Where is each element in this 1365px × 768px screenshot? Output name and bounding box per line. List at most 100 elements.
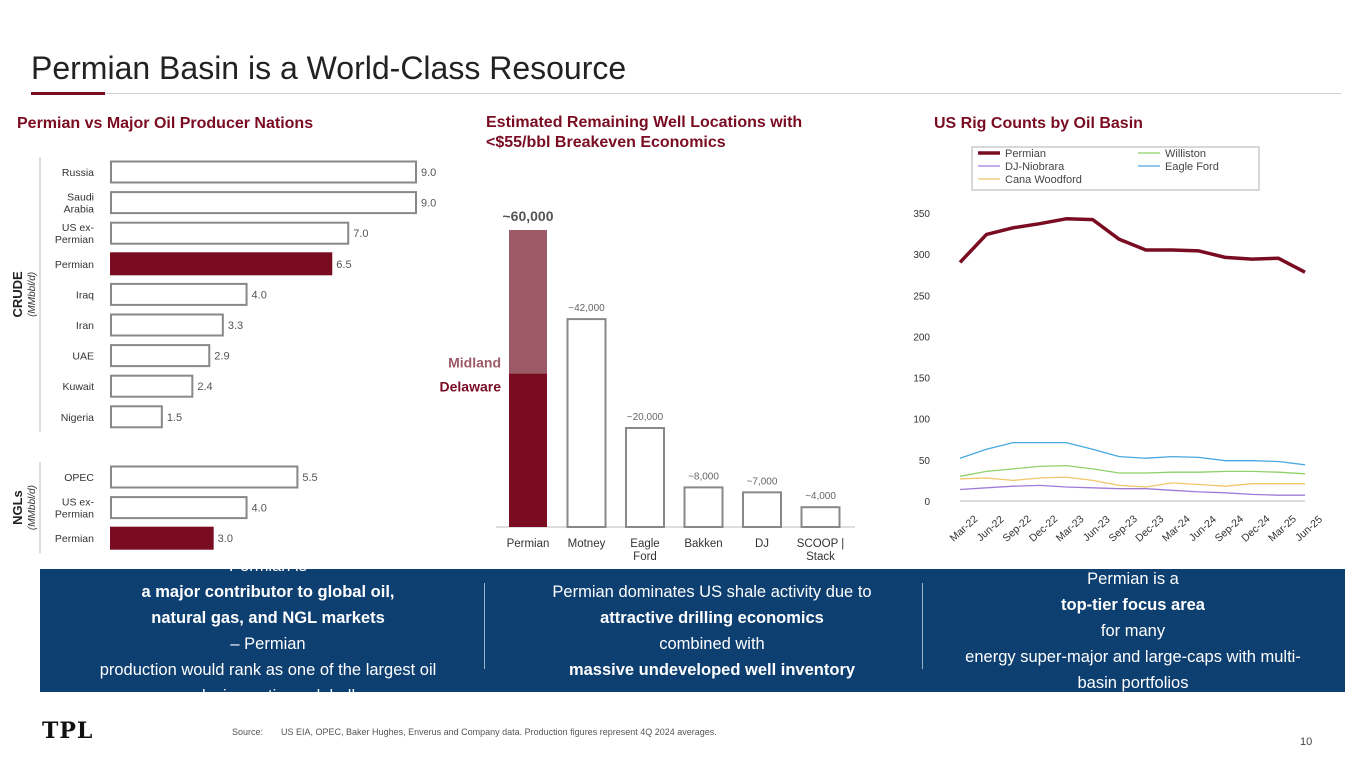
banner-1-text-3: production would rank as one of the larg…	[99, 660, 437, 679]
category-label: Motney	[568, 538, 606, 550]
bar-value-label: 2.9	[214, 351, 229, 363]
banner-divider	[484, 583, 485, 669]
series-line	[959, 441, 1306, 466]
bar-value-label: ~42,000	[568, 303, 605, 314]
banner-3-text-post: for many	[1100, 621, 1166, 640]
legend-box	[971, 146, 1260, 191]
y-tick-label: 200	[913, 332, 930, 343]
bar-value-label: 9.0	[421, 198, 436, 210]
x-tick-label: Jun-23	[1081, 513, 1113, 544]
bar	[110, 160, 417, 184]
banner-2-bold-2: massive undeveloped well inventory	[568, 660, 856, 679]
bar	[110, 191, 417, 215]
series-line	[959, 464, 1306, 477]
category-label: Russia	[62, 167, 94, 179]
rigs-chart: Permian Williston DJ-Niobrara Eagle Ford Can…	[913, 146, 1325, 545]
y-tick-label: 350	[913, 209, 930, 220]
category-label: Kuwait	[62, 381, 94, 393]
bar-value-label: 5.5	[302, 472, 317, 484]
category-label: Permian	[55, 509, 94, 521]
x-tick-label: Jun-22	[975, 513, 1007, 544]
page-title: Permian Basin is a World-Class Resource	[31, 50, 627, 86]
bar	[110, 313, 224, 337]
category-label: Bakken	[684, 538, 722, 550]
bar	[110, 465, 299, 489]
bar-value-label: 4.0	[252, 289, 267, 301]
legend-label: DJ-Niobrara	[1005, 161, 1065, 173]
bar	[110, 221, 350, 245]
group-unit-label: (MMbbl/d)	[27, 272, 38, 317]
bar	[742, 491, 782, 529]
group-unit-label: (MMbbl/d)	[27, 485, 38, 530]
y-tick-label: 100	[913, 415, 930, 426]
legend-label: Cana Woodford	[1005, 174, 1082, 186]
section-title-wells: Estimated Remaining Well Locations with …	[486, 113, 802, 153]
x-tick-label: Jun-25	[1293, 513, 1325, 544]
category-label: SCOOP |	[797, 538, 845, 550]
bar-value-label: 3.3	[228, 320, 243, 332]
category-label: Permian	[507, 538, 550, 550]
section-title-wells-line1: Estimated Remaining Well Locations with	[486, 114, 803, 131]
wells-chart: Delaware Midland ~60,000 Permian ~42,000 Motn…	[440, 208, 855, 563]
banner-2-text-2: combined with	[659, 634, 765, 653]
legend-label: Eagle Ford	[1165, 161, 1219, 173]
category-label: Iran	[76, 320, 94, 332]
source-text: US EIA, OPEC, Baker Hughes, Enverus and …	[281, 727, 717, 737]
source-label: Source:	[232, 727, 264, 737]
group-label: NGLs	[10, 490, 25, 525]
banner-column-1: Permian is a major contributor to global…	[58, 557, 478, 705]
category-label: US ex-	[62, 497, 95, 509]
banner-2-text: Permian dominates US shale activity due …	[552, 582, 872, 601]
x-tick-label: Sep-24	[1213, 513, 1246, 545]
banner-1-text-2: – Permian	[230, 634, 306, 653]
bar-value-label: 3.0	[218, 533, 233, 545]
x-tick-label: Mar-22	[948, 513, 981, 544]
bar	[683, 486, 724, 528]
segment-label: Midland	[448, 355, 501, 371]
x-tick-label: Dec-24	[1239, 513, 1272, 545]
bar-value-label: 6.5	[336, 259, 351, 271]
bar-value-label: 4.0	[252, 503, 267, 515]
bar	[110, 282, 248, 306]
y-tick-label: 0	[924, 497, 930, 508]
legend-label: Permian	[1005, 148, 1046, 160]
x-tick-label: Dec-22	[1027, 513, 1060, 545]
bar-value-label: ~7,000	[747, 476, 778, 487]
y-tick-label: 50	[919, 456, 931, 467]
bar	[110, 344, 211, 368]
title-rule	[105, 93, 1341, 94]
banner-1-text-4: producing nations globally	[172, 686, 364, 705]
section-title-rigs: US Rig Counts by Oil Basin	[934, 115, 1143, 132]
bar	[566, 318, 607, 528]
page-number: 10	[1300, 736, 1313, 748]
bar-value-label: 9.0	[421, 167, 436, 179]
category-label: UAE	[72, 351, 94, 363]
x-tick-label: Sep-23	[1107, 513, 1140, 545]
section-title-producers: Permian vs Major Oil Producer Nations	[17, 115, 314, 132]
summary-banner: Permian is a major contributor to global…	[40, 557, 1345, 705]
bar	[110, 252, 333, 276]
category-label: Ford	[633, 551, 657, 563]
x-tick-label: Mar-23	[1054, 513, 1087, 544]
category-label: Eagle	[630, 538, 659, 550]
series-line	[959, 476, 1305, 488]
x-tick-label: Mar-24	[1160, 513, 1193, 544]
legend-label: Williston	[1165, 148, 1206, 160]
bar-value-label: 7.0	[353, 228, 368, 240]
group-label: CRUDE	[10, 271, 25, 318]
bar-value-label: 2.4	[197, 381, 212, 393]
banner-2-bold: attractive drilling economics	[600, 608, 824, 627]
source-note: Source: US EIA, OPEC, Baker Hughes, Enver…	[232, 727, 717, 737]
category-label: Saudi	[67, 192, 94, 204]
y-tick-label: 250	[913, 291, 930, 302]
bar-value-label: ~8,000	[688, 471, 719, 482]
y-tick-label: 150	[913, 374, 930, 385]
banner-3-text-3: basin portfolios	[1077, 673, 1189, 692]
banner-1-bold: a major contributor to global oil,	[141, 582, 395, 601]
section-title-wells-line2: <$55/bbl Breakeven Economics	[486, 134, 726, 151]
banner-1-text: Permian is	[229, 556, 307, 575]
category-label: Permian	[55, 533, 94, 545]
bar-value-label: ~60,000	[503, 208, 554, 224]
category-label: Permian	[55, 259, 94, 271]
